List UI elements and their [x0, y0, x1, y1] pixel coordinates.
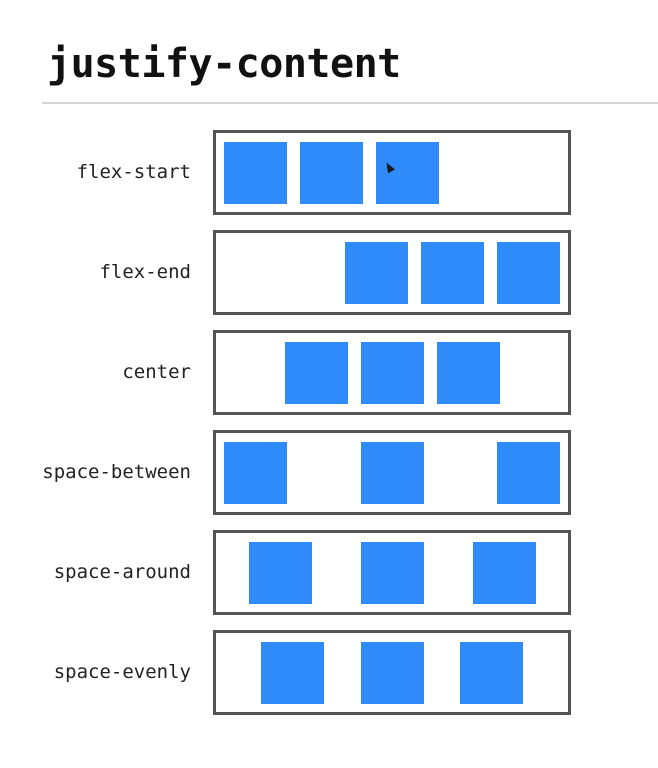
- flex-item: [472, 541, 536, 604]
- row-flex-end: flex-end: [0, 230, 658, 315]
- row-space-between: space-between: [0, 430, 658, 515]
- flex-container-flex-end: [213, 230, 571, 315]
- page-title: justify-content: [47, 41, 401, 87]
- row-label: space-around: [53, 561, 191, 583]
- flex-item: [376, 141, 439, 204]
- flex-item: [421, 241, 484, 304]
- title-divider: [42, 102, 658, 104]
- flex-container-space-between: [213, 430, 571, 515]
- row-flex-start: flex-start: [0, 130, 658, 215]
- flex-item: [360, 541, 424, 604]
- flex-item: [360, 641, 424, 704]
- row-label: space-between: [42, 461, 191, 483]
- row-label: space-evenly: [53, 661, 191, 683]
- row-label: center: [122, 361, 191, 383]
- flex-item: [248, 541, 312, 604]
- row-label: flex-start: [76, 161, 191, 183]
- flex-item: [497, 441, 560, 504]
- flex-item: [260, 641, 324, 704]
- flex-container-center: [213, 330, 571, 415]
- flex-container-flex-start: [213, 130, 571, 215]
- flex-item: [224, 441, 287, 504]
- flex-item: [300, 141, 363, 204]
- flex-item: [460, 641, 524, 704]
- row-center: center: [0, 330, 658, 415]
- flex-item: [360, 341, 424, 404]
- flex-item: [497, 241, 560, 304]
- flex-item: [360, 441, 424, 504]
- flex-item: [436, 341, 500, 404]
- flex-item: [345, 241, 408, 304]
- row-space-evenly: space-evenly: [0, 630, 658, 715]
- flex-item: [284, 341, 348, 404]
- flex-container-space-around: [213, 530, 571, 615]
- flex-container-space-evenly: [213, 630, 571, 715]
- row-space-around: space-around: [0, 530, 658, 615]
- row-label: flex-end: [99, 261, 191, 283]
- flex-item: [224, 141, 287, 204]
